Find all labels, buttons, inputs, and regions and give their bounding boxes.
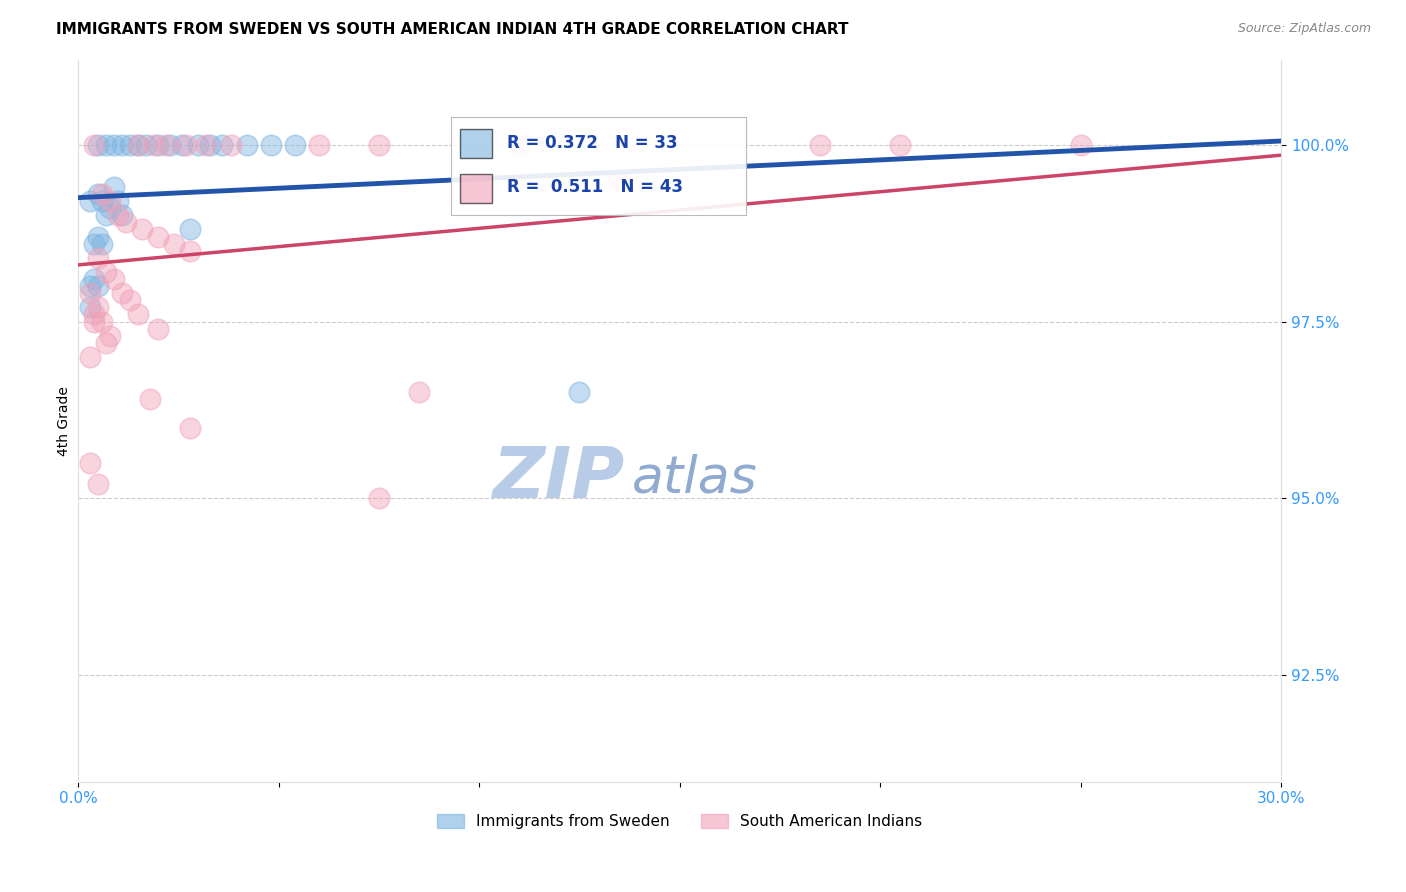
Point — [127, 308, 149, 322]
Text: ZIP: ZIP — [494, 444, 626, 513]
Point — [284, 137, 307, 152]
Point — [148, 321, 170, 335]
Point — [179, 244, 201, 258]
Point — [79, 456, 101, 470]
Point — [609, 173, 631, 187]
Point — [163, 236, 186, 251]
Point — [87, 187, 110, 202]
Point — [111, 137, 134, 152]
Point — [79, 279, 101, 293]
Point — [808, 137, 831, 152]
Point — [115, 215, 138, 229]
Point — [508, 137, 530, 152]
Point — [176, 137, 198, 152]
Point — [107, 208, 129, 222]
Point — [259, 137, 281, 152]
Point — [127, 137, 149, 152]
Point — [148, 229, 170, 244]
Point — [159, 137, 181, 152]
Point — [367, 137, 389, 152]
Point — [120, 137, 142, 152]
Point — [96, 208, 118, 222]
Point — [155, 137, 177, 152]
Point — [87, 279, 110, 293]
Point — [87, 477, 110, 491]
Point — [79, 286, 101, 301]
Point — [98, 194, 121, 209]
Point — [83, 236, 105, 251]
Point — [79, 301, 101, 315]
Point — [96, 265, 118, 279]
Point — [83, 314, 105, 328]
Point — [98, 201, 121, 215]
Point — [83, 308, 105, 322]
Point — [87, 251, 110, 265]
Text: atlas: atlas — [631, 453, 758, 503]
Y-axis label: 4th Grade: 4th Grade — [58, 385, 72, 456]
Point — [172, 137, 194, 152]
Point — [87, 137, 110, 152]
Point — [135, 137, 157, 152]
Point — [107, 194, 129, 209]
Point — [91, 314, 114, 328]
Point — [79, 194, 101, 209]
Point — [211, 137, 233, 152]
Point — [111, 286, 134, 301]
Point — [143, 137, 166, 152]
Point — [83, 272, 105, 286]
Point — [367, 491, 389, 506]
Point — [139, 392, 162, 407]
Point — [91, 194, 114, 209]
Point — [96, 137, 118, 152]
Point — [96, 335, 118, 350]
Point — [111, 208, 134, 222]
Point — [120, 293, 142, 308]
Point — [889, 137, 911, 152]
Point — [79, 350, 101, 364]
Point — [103, 137, 125, 152]
Point — [179, 420, 201, 434]
Legend: Immigrants from Sweden, South American Indians: Immigrants from Sweden, South American I… — [430, 808, 928, 836]
Point — [1070, 137, 1092, 152]
Point — [235, 137, 257, 152]
Point — [103, 180, 125, 194]
Point — [568, 385, 591, 400]
Point — [408, 385, 430, 400]
Text: Source: ZipAtlas.com: Source: ZipAtlas.com — [1237, 22, 1371, 36]
Point — [87, 301, 110, 315]
Point — [131, 222, 153, 236]
Point — [219, 137, 242, 152]
Point — [103, 272, 125, 286]
Text: IMMIGRANTS FROM SWEDEN VS SOUTH AMERICAN INDIAN 4TH GRADE CORRELATION CHART: IMMIGRANTS FROM SWEDEN VS SOUTH AMERICAN… — [56, 22, 849, 37]
Point — [127, 137, 149, 152]
Point — [179, 222, 201, 236]
Point — [91, 187, 114, 202]
Point — [195, 137, 218, 152]
Point — [187, 137, 209, 152]
Point — [87, 229, 110, 244]
Point — [98, 328, 121, 343]
Point — [200, 137, 222, 152]
Point — [148, 137, 170, 152]
Point — [83, 137, 105, 152]
Point — [308, 137, 330, 152]
Point — [91, 236, 114, 251]
